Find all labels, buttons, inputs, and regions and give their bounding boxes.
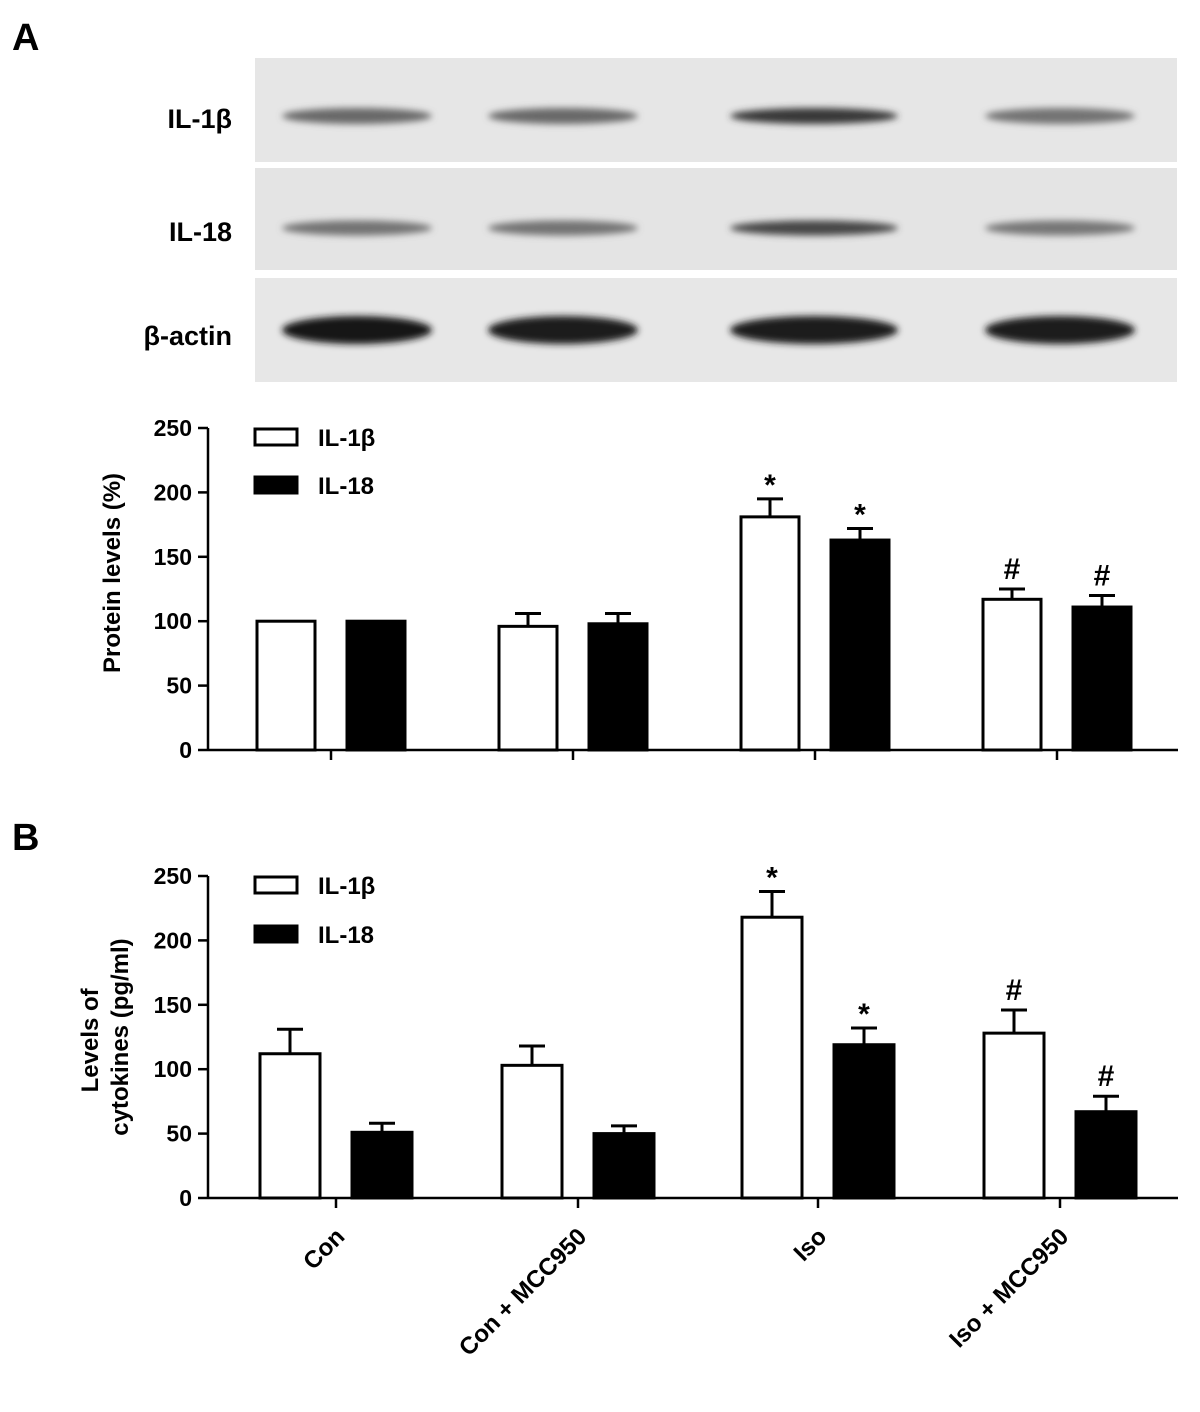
legend-swatch — [253, 427, 299, 447]
legend-label: IL-18 — [318, 922, 374, 949]
panel-a-letter: A — [12, 17, 39, 59]
category-label: Con — [298, 1223, 350, 1275]
bar — [497, 624, 559, 752]
chart-a-y-tick-label: 200 — [154, 479, 192, 505]
blot-band — [730, 316, 898, 344]
category-label: Iso — [789, 1223, 833, 1267]
bar — [829, 538, 891, 752]
western-blot: IL-1β IL-18 β-actin — [144, 58, 1177, 382]
blot-band — [730, 108, 898, 124]
legend-swatch — [253, 875, 299, 895]
chart-a-y-tick-label: 50 — [166, 673, 192, 699]
bar — [1071, 605, 1133, 752]
blot-band — [985, 108, 1135, 124]
significance-mark: # — [1004, 553, 1021, 586]
bar — [1074, 1110, 1138, 1200]
chart-b-y-tick-label: 0 — [179, 1185, 192, 1211]
bar — [345, 619, 407, 752]
panel-b-letter: B — [12, 817, 39, 859]
chart-a-y-tick-label: 0 — [179, 737, 192, 763]
category-label: Iso + MCC950 — [944, 1223, 1074, 1353]
bar — [981, 597, 1043, 752]
chart-a-y-tick-label: 250 — [154, 415, 192, 441]
bar — [255, 619, 317, 752]
chart-b-y-tick-label: 200 — [154, 927, 192, 953]
legend-swatch — [253, 475, 299, 495]
significance-mark: * — [766, 861, 778, 894]
legend-swatch — [253, 924, 299, 944]
chart-b-y-tick-label: 50 — [166, 1121, 192, 1147]
bar — [350, 1130, 414, 1200]
legend-label: IL-1β — [318, 873, 375, 900]
chart-b: Levels of cytokines (pg/ml) 0 50 100 150 200… — [77, 861, 1178, 1362]
bar — [740, 915, 804, 1200]
chart-a-y-tick-label: 100 — [154, 608, 192, 634]
bar — [500, 1063, 564, 1200]
bar — [739, 515, 801, 752]
blot-label-il1b: IL-1β — [168, 104, 232, 134]
chart-b-ylabel: Levels of cytokines (pg/ml) — [77, 938, 134, 1135]
blot-band — [282, 220, 432, 236]
blot-band — [488, 220, 638, 236]
significance-mark: * — [858, 998, 870, 1031]
blot-band — [985, 220, 1135, 236]
legend-label: IL-18 — [318, 473, 374, 500]
chart-a: Protein levels (%) 0 50 100 150 200 250 * # * # IL… — [99, 415, 1178, 763]
chart-b-ylabel-line-1: Levels of — [77, 987, 104, 1092]
significance-mark: * — [854, 498, 866, 531]
chart-b-y-tick-label: 250 — [154, 863, 192, 889]
chart-b-y-tick-label: 150 — [154, 992, 192, 1018]
bar — [592, 1132, 656, 1200]
blot-label-il18: IL-18 — [169, 217, 232, 247]
category-label: Con + MCC950 — [454, 1223, 592, 1361]
chart-b-y-tick-label: 100 — [154, 1056, 192, 1082]
significance-mark: * — [764, 469, 776, 502]
significance-mark: # — [1006, 974, 1023, 1007]
blot-band — [282, 108, 432, 124]
blot-bands — [282, 108, 1135, 344]
chart-b-ylabel-line-2: cytokines (pg/ml) — [107, 938, 134, 1135]
bar — [982, 1031, 1046, 1200]
chart-a-y-tick-label: 150 — [154, 544, 192, 570]
significance-mark: # — [1098, 1060, 1115, 1093]
blot-label-beta-actin: β-actin — [144, 321, 233, 351]
bar — [258, 1052, 322, 1200]
bar — [587, 622, 649, 752]
chart-a-ylabel: Protein levels (%) — [99, 473, 126, 673]
bar — [832, 1043, 896, 1200]
significance-mark: # — [1094, 559, 1111, 592]
blot-band — [488, 316, 638, 344]
blot-band — [488, 108, 638, 124]
blot-strip-il18 — [255, 168, 1177, 270]
blot-band — [282, 316, 432, 344]
blot-band — [730, 220, 898, 236]
legend-label: IL-1β — [318, 425, 375, 452]
blot-band — [985, 316, 1135, 344]
